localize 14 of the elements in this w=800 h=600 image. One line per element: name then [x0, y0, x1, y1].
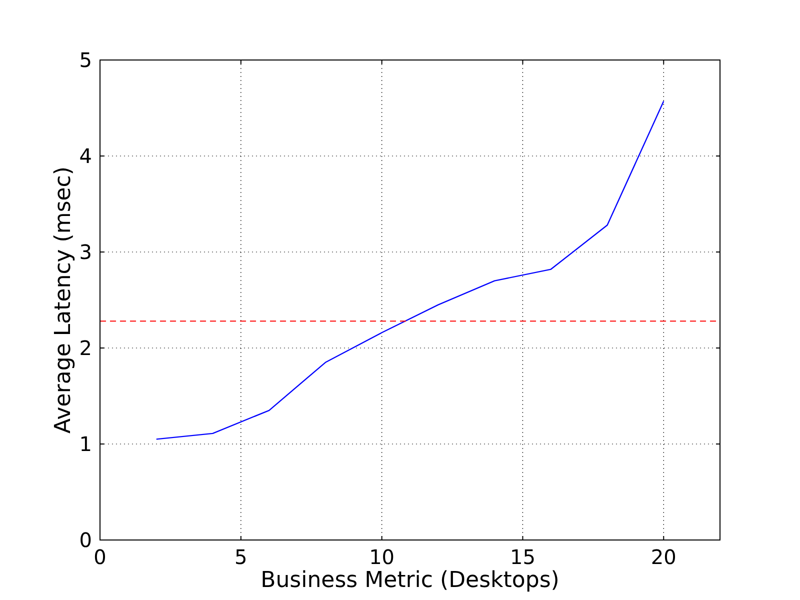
- y-tick-label: 1: [79, 432, 92, 456]
- y-tick-label: 2: [79, 336, 92, 360]
- y-axis-title: Average Latency (msec): [51, 166, 76, 434]
- y-tick-label: 0: [79, 528, 92, 552]
- y-tick-label: 3: [79, 240, 92, 264]
- x-axis-title: Business Metric (Desktops): [260, 568, 560, 593]
- y-tick-label: 4: [79, 144, 92, 168]
- x-tick-label: 15: [510, 545, 536, 569]
- x-tick-label: 0: [94, 545, 106, 569]
- line-series: [156, 100, 664, 440]
- x-tick-label: 20: [650, 545, 676, 569]
- y-tick-label: 5: [79, 48, 92, 72]
- x-tick-label: 5: [234, 545, 248, 569]
- x-tick-label: 10: [369, 545, 395, 569]
